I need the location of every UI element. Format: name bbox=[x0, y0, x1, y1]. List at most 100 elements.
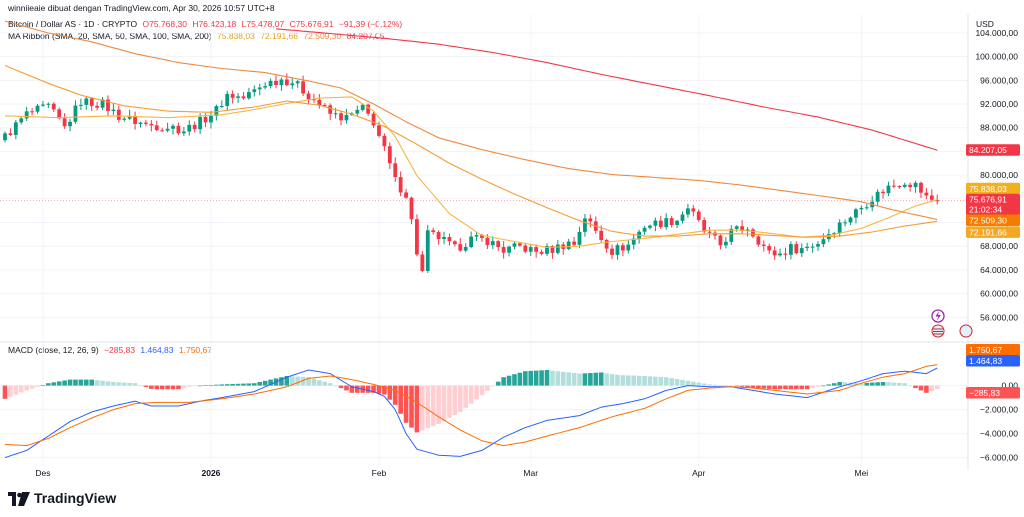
macd-histogram-bar bbox=[344, 385, 349, 391]
candle-body bbox=[783, 253, 788, 255]
x-tick-label: Mei bbox=[855, 468, 869, 478]
macd-histogram-bar bbox=[642, 376, 647, 386]
x-tick-label: Des bbox=[35, 468, 50, 478]
candle-body bbox=[8, 133, 13, 135]
candle-body bbox=[279, 79, 284, 85]
candle-body bbox=[203, 116, 208, 123]
macd-histogram-bar bbox=[734, 385, 739, 387]
macd-histogram-bar bbox=[24, 385, 29, 391]
macd-histogram-bar bbox=[279, 377, 284, 386]
label-macd: 1.464,83 bbox=[966, 355, 1020, 367]
label-signal-text: 1.750,67 bbox=[969, 345, 1002, 355]
candle-body bbox=[686, 208, 690, 215]
candle-body bbox=[371, 113, 376, 126]
macd-histogram-bar bbox=[815, 385, 821, 387]
macd-histogram-bar bbox=[268, 379, 273, 386]
macd-histogram-bar bbox=[8, 385, 13, 397]
candle-body bbox=[664, 218, 669, 228]
macd-histogram-bar bbox=[582, 373, 588, 386]
macd-histogram-bar bbox=[577, 373, 582, 386]
macd-histogram-bar bbox=[826, 384, 832, 386]
macd-histogram-bar bbox=[105, 381, 111, 386]
candle-body bbox=[789, 244, 793, 255]
candle-body bbox=[658, 220, 663, 228]
macd-histogram-bar bbox=[685, 380, 691, 386]
legend-low: L75.478,07 bbox=[241, 19, 285, 29]
macd-tick-label: 0,00 bbox=[1001, 381, 1018, 391]
macd-histogram-bar bbox=[506, 375, 512, 386]
candle-body bbox=[848, 217, 853, 223]
macd-histogram-bar bbox=[235, 383, 241, 386]
macd-histogram-bar bbox=[598, 372, 604, 386]
candle-body bbox=[572, 241, 576, 245]
macd-histogram-bar bbox=[29, 385, 35, 389]
candle-body bbox=[301, 81, 305, 94]
macd-histogram-bar bbox=[696, 382, 702, 386]
candle-body bbox=[555, 244, 560, 253]
macd-histogram-bar bbox=[447, 385, 452, 418]
candle-body bbox=[181, 131, 186, 134]
signal-line bbox=[4, 364, 938, 447]
macd-histogram-bar bbox=[777, 385, 783, 390]
candle-body bbox=[886, 185, 891, 194]
economic-event-icon[interactable] bbox=[931, 324, 945, 338]
macd-histogram-bar bbox=[631, 375, 637, 386]
candle-body bbox=[306, 93, 311, 100]
macd-histogram-bar bbox=[2, 385, 8, 399]
macd-histogram-bar bbox=[333, 385, 338, 387]
macd-histogram-bar bbox=[750, 385, 756, 388]
macd-histogram-bar bbox=[539, 370, 544, 386]
candle-body bbox=[84, 98, 89, 105]
label-sma100: 72.509,30 bbox=[966, 214, 1020, 226]
macd-histogram-bar bbox=[317, 380, 322, 386]
candle-body bbox=[144, 122, 148, 124]
candle-body bbox=[366, 104, 371, 114]
macd-histogram-bar bbox=[349, 385, 355, 393]
macd-histogram-bar bbox=[154, 385, 160, 390]
price-tick-label: 64.000,00 bbox=[980, 265, 1018, 275]
label-sma100-bg bbox=[966, 214, 1020, 226]
macd-histogram-bar bbox=[111, 382, 116, 386]
macd-histogram-bar bbox=[783, 385, 788, 390]
candle-body bbox=[832, 233, 837, 235]
candle-body bbox=[127, 115, 132, 119]
macd-histogram-bar bbox=[853, 382, 859, 386]
candle-body bbox=[322, 104, 327, 106]
candle-body bbox=[604, 239, 609, 249]
candle-body bbox=[490, 241, 495, 246]
macd-histogram-bar bbox=[306, 377, 311, 386]
candle-body bbox=[377, 125, 381, 136]
macd-histogram-bar bbox=[403, 385, 409, 423]
economic-event-icon-2[interactable] bbox=[959, 324, 973, 338]
label-sma20: 75.838,03 bbox=[966, 182, 1020, 195]
macd-histogram-bar bbox=[712, 384, 718, 386]
macd-histogram-bar bbox=[425, 385, 431, 429]
macd-histogram-bar bbox=[56, 381, 62, 386]
candle-body bbox=[599, 230, 604, 240]
candle-body bbox=[187, 124, 192, 132]
candle-body bbox=[30, 111, 34, 113]
published-caption: winniieaie dibuat dengan TradingView.com… bbox=[8, 3, 275, 13]
macd-histogram-bar bbox=[728, 385, 734, 387]
macd-histogram-bar bbox=[620, 375, 626, 386]
macd-histogram-bar bbox=[62, 380, 67, 386]
candle-body bbox=[550, 246, 555, 253]
macd-histogram-bar bbox=[441, 385, 447, 421]
macd-histogram-bar bbox=[18, 385, 24, 393]
candle-body bbox=[51, 103, 56, 110]
candle-body bbox=[854, 209, 858, 218]
macd-histogram-bar bbox=[701, 383, 707, 386]
candle-body bbox=[3, 133, 7, 141]
macd-histogram-bar bbox=[588, 373, 593, 386]
macd-histogram-bar bbox=[149, 385, 154, 389]
label-sma20-bg bbox=[966, 182, 1020, 195]
ma-value-200: 84.207,05 bbox=[346, 31, 385, 41]
candle-body bbox=[387, 146, 392, 164]
candle-body bbox=[355, 109, 360, 114]
price-tick-label: 100.000,00 bbox=[975, 52, 1018, 62]
label-sma20-text: 75.838,03 bbox=[969, 184, 1007, 194]
macd-histogram-bar bbox=[831, 383, 837, 386]
macd-histogram-bar bbox=[382, 385, 387, 395]
macd-histogram-bar bbox=[512, 374, 517, 386]
